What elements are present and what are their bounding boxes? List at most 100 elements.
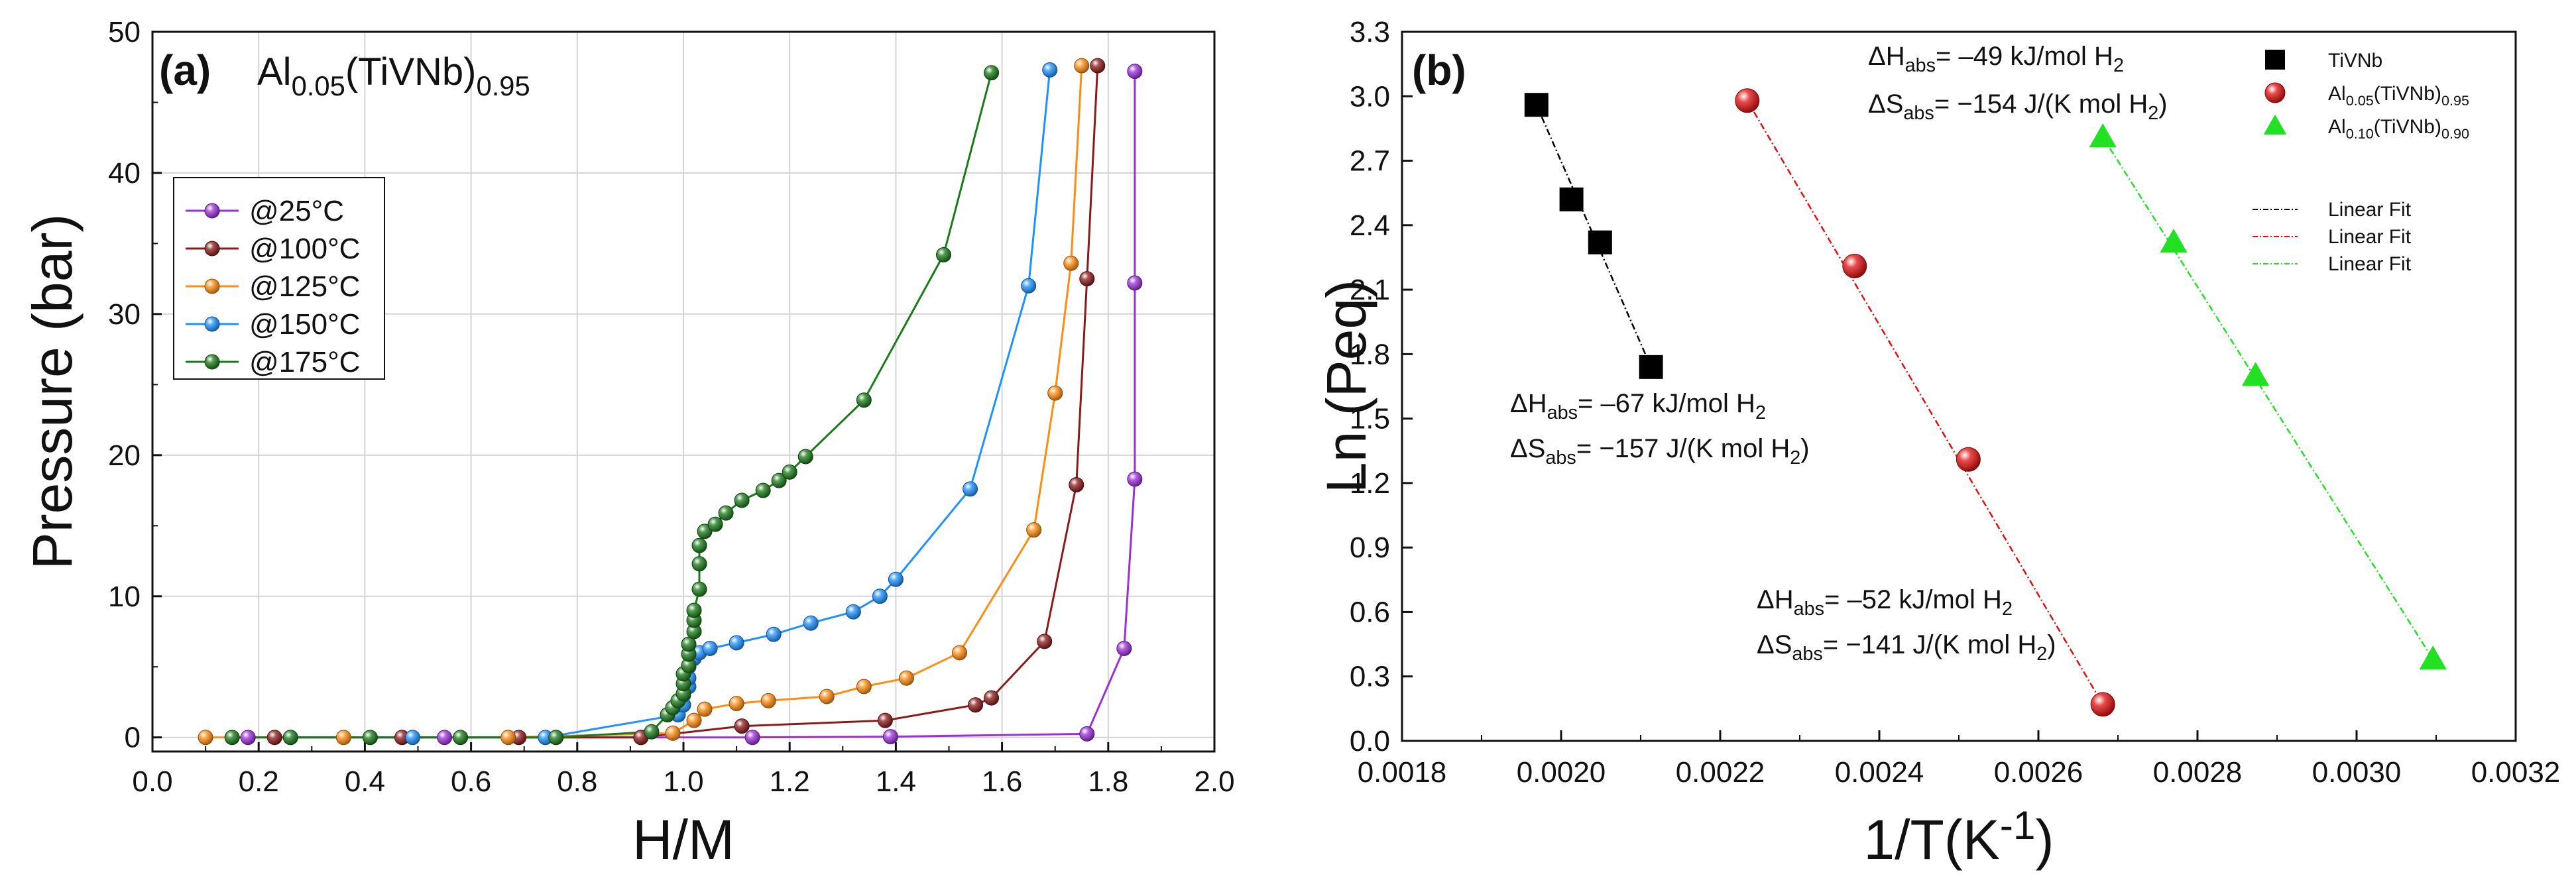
- y-tick-label: 1.5: [1350, 403, 1390, 435]
- series-al0-10-tivnb-0-90-point: [2419, 645, 2447, 670]
- legend-item-fit-3-label: Linear Fit: [2328, 253, 2412, 275]
- annotation-al005-ds: ΔSabs= −141 J/(K mol H2): [1757, 630, 2056, 665]
- legend-item-al0-10-tivnb-0-90-label-sub: 0.90: [2441, 125, 2469, 142]
- y-tick-label: 1.8: [1350, 338, 1390, 370]
- series-25-c-point: [240, 730, 256, 746]
- series-125-c-point: [952, 645, 968, 661]
- series-25-c-point: [437, 730, 453, 746]
- legend-item-100-c-label: @100°C: [249, 233, 360, 265]
- annotation-tivnb: ΔHabs= –67 kJ/mol H2 ΔSabs= −157 J/(K mo…: [1510, 389, 1810, 469]
- series-125-c-point: [1026, 522, 1042, 538]
- series-175-c-point: [734, 492, 750, 508]
- series-25-c-point: [1127, 275, 1143, 291]
- panel-a: 0.0 0.2 0.4 0.6 0.8 1.0 1.2 1.4 1.6 1.8 2.0 0 10 20 30…: [21, 16, 1235, 871]
- series-tivnb-point: [1559, 187, 1584, 211]
- series-125-c-point: [686, 712, 702, 728]
- y-tick-label: 20: [108, 439, 141, 472]
- series-175-c-point: [697, 524, 713, 539]
- panel-b: 0.0018 0.0020 0.0022 0.0024 0.0026 0.0028 0.00…: [1315, 16, 2560, 871]
- legend-item-150-c-marker: [204, 316, 220, 332]
- legend-item-tivnb-label-base: TiVNb: [2328, 50, 2382, 72]
- y-tick-label: 2.7: [1350, 145, 1390, 178]
- series-125-c-point: [697, 701, 713, 717]
- annotation-tivnb-dh: ΔHabs= –67 kJ/mol H2: [1510, 389, 1766, 423]
- y-tick-label: 2.1: [1350, 274, 1390, 306]
- series-100-c-point: [266, 730, 282, 746]
- legend-item-tivnb-label: TiVNb: [2328, 50, 2382, 72]
- series-150-c-point: [766, 626, 782, 642]
- series-150-c-point: [888, 571, 904, 587]
- series-150-c-point: [404, 730, 420, 746]
- x-tick-label: 2.0: [1194, 765, 1234, 798]
- y-tick-label: 50: [108, 16, 141, 48]
- series-150-c-point: [845, 604, 861, 620]
- series-tivnb-point: [1639, 355, 1663, 379]
- panel-b-x-axis-label: 1/T(K-1): [1863, 803, 2054, 871]
- y-tick-label: 10: [108, 581, 141, 613]
- series-175-c-point: [548, 730, 564, 746]
- series-175-c-point: [362, 730, 378, 746]
- x-tick-label: 0.0: [132, 765, 172, 798]
- series-175-c-point: [691, 581, 707, 597]
- legend-item-fit-2-label: Linear Fit: [2328, 226, 2412, 248]
- legend-item-al0-10-tivnb-0-90-label-sub: 0.10: [2346, 125, 2374, 142]
- series-125-c-point: [500, 730, 516, 746]
- series-125-c-point: [665, 725, 681, 741]
- legend-item-al0-05-tivnb-0-95-label-sub: 0.95: [2441, 92, 2469, 109]
- series-125-c-point: [729, 696, 744, 712]
- y-tick-label: 1.2: [1350, 467, 1390, 500]
- series-125-c-line: [205, 66, 1083, 739]
- series-150-c-point: [963, 481, 978, 497]
- series-175-c-point: [691, 556, 707, 572]
- series-100-c-line: [274, 66, 1099, 739]
- legend-item-al0-05-tivnb-0-95-label-sub: 0.05: [2346, 92, 2374, 109]
- annotation-al010-dh: ΔHabs= –49 kJ/mol H2: [1868, 42, 2124, 76]
- panel-a-y-axis-label: Pressure (bar): [21, 214, 84, 570]
- x-tick-label: 1.4: [876, 765, 916, 798]
- series-tivnb-point: [1524, 93, 1549, 117]
- series-150-c-point: [729, 635, 744, 651]
- panel-b-ticks: 0.0018 0.0020 0.0022 0.0024 0.0026 0.0028 0.00…: [1350, 16, 2560, 789]
- series-100-c-point: [984, 690, 1000, 706]
- annotation-tivnb-ds: ΔSabs= −157 J/(K mol H2): [1510, 434, 1810, 469]
- x-tick-label: 0.0026: [1994, 756, 2083, 789]
- series-100-c-point: [1069, 477, 1084, 493]
- y-tick-label: 0.0: [1350, 725, 1390, 757]
- series-175-c-point: [282, 730, 298, 746]
- series-al0-10-tivnb-0-90-point: [2160, 229, 2188, 253]
- x-tick-label: 0.0018: [1358, 756, 1447, 789]
- series-175-c-point: [797, 449, 813, 465]
- series-150-c-point: [1042, 62, 1058, 78]
- legend-item-al0-10-tivnb-0-90-label: Al0.10(TiVNb)0.90: [2328, 116, 2469, 142]
- legend-item-25-c-marker: [204, 203, 220, 219]
- panel-b-legend: TiVNbAl0.05(TiVNb)0.95Al0.10(TiVNb)0.90L…: [2253, 50, 2469, 275]
- series-175-c-point: [691, 537, 707, 553]
- panel-b-series-points: [1524, 88, 2447, 717]
- x-tick-label: 0.6: [451, 765, 491, 798]
- x-tick-label: 0.0020: [1517, 756, 1606, 789]
- series-125-c-point: [335, 730, 351, 746]
- y-tick-label: 0.9: [1350, 531, 1390, 564]
- series-125-c-point: [898, 670, 914, 686]
- annotation-al005-dh: ΔHabs= –52 kJ/mol H2: [1757, 585, 2013, 620]
- series-al0-05-tivnb-0-95-point: [1956, 447, 1981, 472]
- legend-item-25-c-label: @25°C: [249, 195, 344, 227]
- panel-b-label: (b): [1412, 46, 1466, 94]
- series-175-c-point: [856, 392, 872, 408]
- series-125-c-point: [1074, 58, 1090, 74]
- series-al0-05-tivnb-0-95-point: [2090, 692, 2115, 717]
- panel-a-series-lines: [205, 66, 1136, 739]
- fit-line-2: [1746, 100, 2104, 705]
- series-al0-05-tivnb-0-95-point: [1842, 253, 1867, 278]
- series-100-c-point: [734, 718, 750, 734]
- series-al0-10-tivnb-0-90-point: [2241, 362, 2270, 386]
- series-25-c-point: [744, 730, 760, 746]
- legend-item-125-c-marker: [204, 278, 220, 294]
- series-175-c-point: [644, 724, 660, 740]
- series-100-c-point: [877, 712, 893, 728]
- series-25-c-point: [882, 729, 898, 745]
- legend-item-125-c-label: @125°C: [249, 270, 360, 303]
- panel-a-series-points: [198, 58, 1143, 746]
- legend-item-al0-05-tivnb-0-95-label-mid: (TiVNb): [2374, 83, 2441, 105]
